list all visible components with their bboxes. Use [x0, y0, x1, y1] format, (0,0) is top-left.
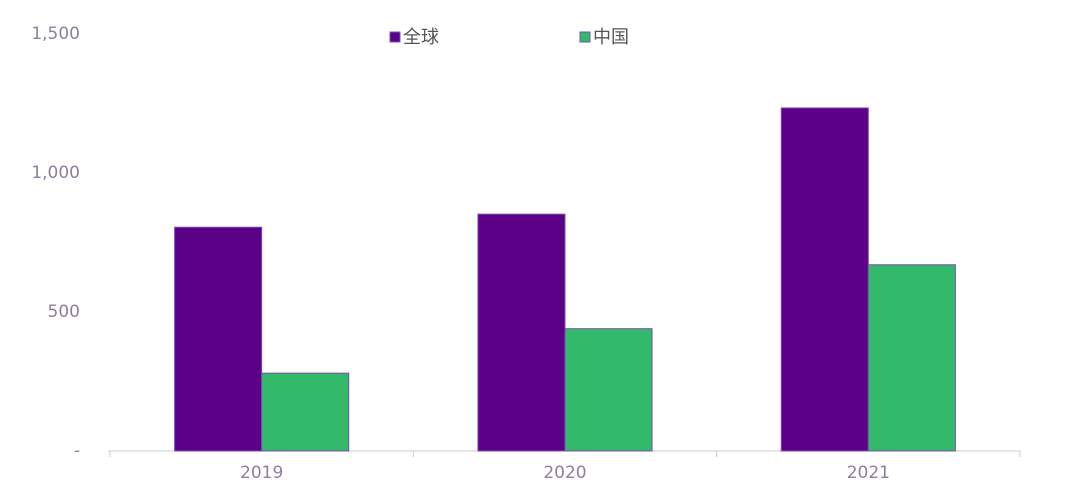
y-tick-label: 500: [48, 302, 80, 322]
bar: [780, 107, 869, 452]
y-tick-label: -: [74, 441, 80, 461]
legend-label: 中国: [593, 27, 629, 48]
bar: [564, 328, 653, 452]
legend-swatch: [389, 31, 401, 43]
legend-swatch: [579, 31, 591, 43]
y-tick-label: 1,000: [31, 163, 80, 183]
bar: [174, 226, 263, 452]
y-tick-label: 1,500: [31, 24, 80, 44]
bar: [261, 372, 350, 452]
bar: [867, 264, 956, 452]
x-tick-label: 2020: [543, 463, 586, 483]
x-tick-label: 2021: [847, 463, 890, 483]
legend-label: 全球: [403, 27, 439, 48]
x-tick-label: 2019: [240, 463, 283, 483]
bar: [477, 213, 566, 452]
